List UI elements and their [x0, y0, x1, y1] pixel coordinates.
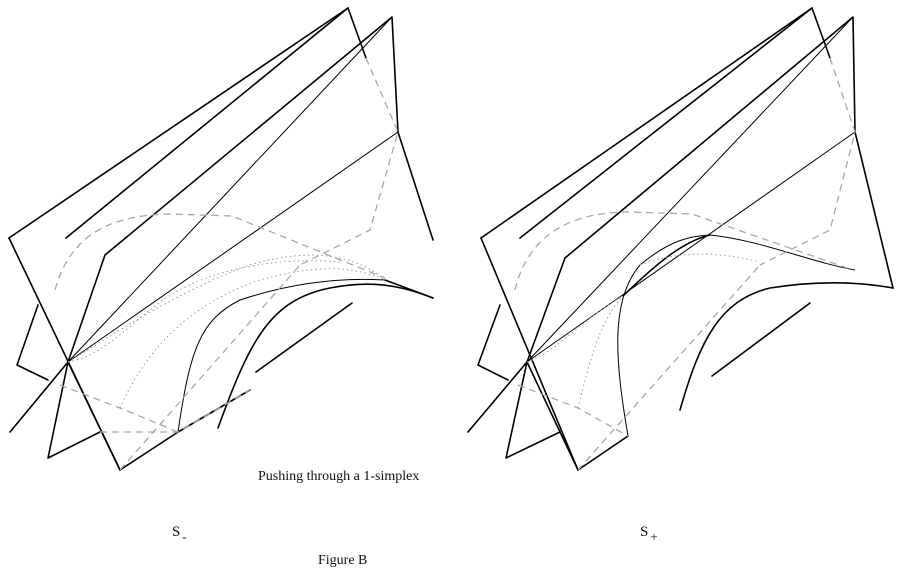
base-edge-3 [711, 302, 811, 377]
panel-label-s-plus: S + [640, 524, 658, 544]
base-edge [526, 361, 579, 471]
base-edge-3 [255, 302, 353, 373]
back-plane-top-edge [480, 7, 813, 239]
simplex-line-2 [67, 16, 393, 363]
pushed-ridge [622, 234, 711, 297]
hidden-diagonal [119, 264, 301, 471]
simplex-line-2 [526, 16, 854, 363]
front-plane-outline [564, 16, 894, 289]
lower-fin [9, 361, 69, 433]
hidden-line [759, 57, 856, 266]
hidden-arc [514, 211, 854, 291]
base-edge-2 [119, 431, 179, 471]
panel-label-s-minus: S- [172, 524, 187, 544]
base-edge-2 [577, 435, 629, 471]
back-plane-outline [519, 7, 831, 239]
lower-fin [467, 361, 528, 433]
hidden-arc [54, 213, 386, 291]
simplex-line [526, 131, 856, 363]
caption: Pushing through a 1-simplex [258, 469, 419, 484]
pushed-surface-edge [679, 281, 894, 411]
surface-tip [384, 279, 434, 299]
base-edge [67, 361, 121, 471]
dotted-curve-2 [577, 295, 624, 409]
hidden-diagonal [577, 264, 761, 471]
dotted-curve-3 [119, 268, 386, 409]
front-plane-left-edge [526, 257, 566, 363]
panel-s-plus [467, 7, 894, 471]
left-fin [16, 304, 49, 381]
panel-s-minus [8, 7, 434, 471]
hidden-lower [100, 389, 251, 433]
back-plane-top-edge [8, 7, 349, 239]
front-plane-left-edge [67, 254, 106, 363]
left-fin [477, 304, 509, 381]
dotted-curve-2 [67, 260, 341, 363]
dotted-curve-3 [639, 253, 761, 266]
front-plane-outline [104, 16, 434, 256]
surface-edge-curve [217, 283, 434, 429]
back-plane-outline [65, 7, 367, 239]
lower-fin-2 [47, 361, 101, 459]
surface-curve [177, 278, 386, 433]
pushed-surface-curve [617, 234, 856, 437]
figure-label: Figure B [318, 553, 367, 568]
simplex-line [67, 131, 399, 363]
hidden-base [517, 384, 629, 437]
lower-fin-2 [505, 361, 561, 459]
hidden-line [299, 57, 399, 266]
